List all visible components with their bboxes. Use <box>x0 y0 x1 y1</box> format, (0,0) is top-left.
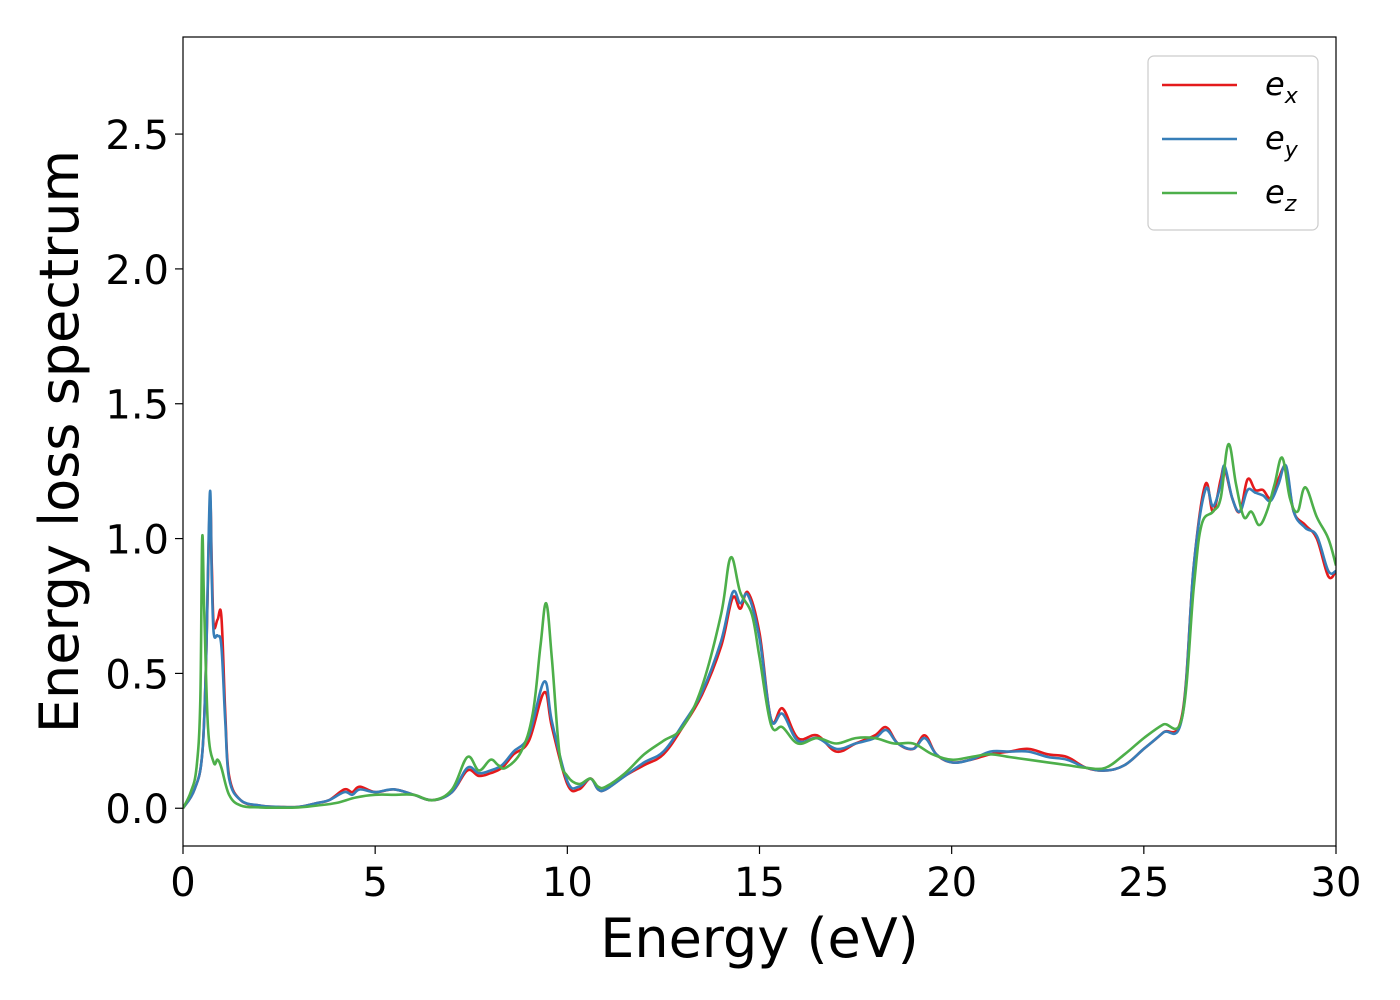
legend-label-z: ez <box>1265 173 1297 217</box>
series-line-y <box>183 463 1336 809</box>
legend-subscript: x <box>1284 84 1299 109</box>
legend-box <box>1147 55 1319 231</box>
x-tick-label: 20 <box>926 860 977 906</box>
legend-symbol: e <box>1265 119 1285 157</box>
legend-symbol: e <box>1265 65 1285 103</box>
legend-subscript: y <box>1284 138 1299 163</box>
y-tick-label: 1.0 <box>105 518 169 564</box>
y-tick-label: 1.5 <box>105 383 169 429</box>
y-axis-label: Energy loss spectrum <box>28 150 91 733</box>
x-tick-label: 25 <box>1118 860 1169 906</box>
legend-label-x: ex <box>1265 65 1299 109</box>
plot-area: 0 5 10 15 20 25 30 0.0 0.5 1.0 1.5 2.0 2.5 <box>105 36 1361 906</box>
x-tick-label: 5 <box>362 860 387 906</box>
y-tick-label: 0.5 <box>105 652 169 698</box>
series-line-z <box>183 442 1336 810</box>
x-axis-ticks: 0 5 10 15 20 25 30 <box>170 846 1361 906</box>
legend-label-y: ey <box>1265 119 1299 163</box>
legend-subscript: z <box>1284 192 1297 217</box>
series-layer <box>183 442 1336 810</box>
y-tick-label: 2.0 <box>105 248 169 294</box>
x-axis-label: Energy (eV) <box>600 907 919 970</box>
legend-symbol: e <box>1265 173 1285 211</box>
x-tick-label: 15 <box>734 860 785 906</box>
y-tick-label: 2.5 <box>105 113 169 159</box>
x-tick-label: 0 <box>170 860 195 906</box>
y-tick-label: 0.0 <box>105 787 169 833</box>
x-tick-label: 10 <box>542 860 593 906</box>
y-axis-ticks: 0.0 0.5 1.0 1.5 2.0 2.5 <box>105 113 183 833</box>
x-tick-label: 30 <box>1311 860 1362 906</box>
